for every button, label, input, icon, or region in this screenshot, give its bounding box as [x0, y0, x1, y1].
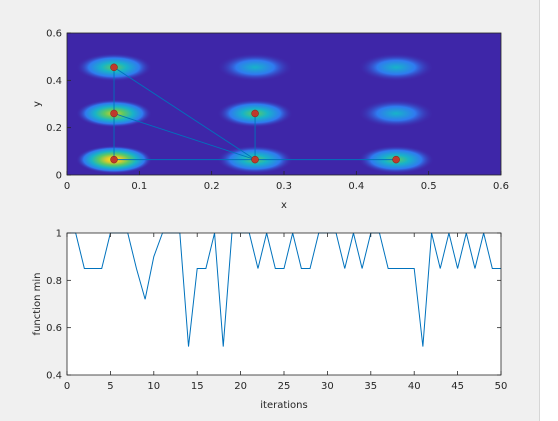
- line-x-tick-label: 45: [451, 381, 464, 392]
- line-x-tick-label: 5: [107, 381, 113, 392]
- line-x-tick-label: 15: [191, 381, 204, 392]
- heatmap-x-tick-label: 0.2: [204, 181, 220, 192]
- path-marker: [110, 63, 118, 72]
- heatmap-peak: [217, 53, 294, 82]
- line-x-ticks: 0 5 10 15 20 25 30 35 40 45 50: [64, 233, 508, 392]
- path-marker: [110, 155, 118, 164]
- path-marker: [110, 109, 118, 118]
- heatmap-x-label: x: [281, 200, 287, 211]
- line-y-ticks: 0.4 0.6 0.8 1: [46, 229, 501, 382]
- heatmap-y-tick-label: 0: [56, 171, 62, 182]
- path-marker: [392, 155, 400, 164]
- heatmap-x-tick-label: 0: [64, 181, 70, 192]
- line-y-tick-label: 1: [56, 229, 62, 240]
- heatmap-y-tick-label: 0.2: [46, 123, 62, 134]
- heatmap-y-tick-label: 0.6: [46, 29, 62, 40]
- line-x-tick-label: 0: [64, 381, 70, 392]
- line-x-tick-label: 35: [364, 381, 377, 392]
- heatmap-y-ticks: 0 0.2 0.4 0.6: [46, 29, 71, 182]
- heatmap-x-tick-label: 0.1: [131, 181, 147, 192]
- function-min-line: [67, 232, 501, 347]
- path-segment: [113, 66, 256, 160]
- line-y-tick-label: 0.8: [46, 276, 62, 287]
- path-segment: [113, 113, 256, 161]
- line-x-label: iterations: [260, 400, 307, 411]
- line-x-tick-label: 40: [408, 381, 421, 392]
- heatmap-x-tick-label: 0.6: [493, 181, 509, 192]
- heatmap-axes: 0 0.1 0.2 0.3 0.4 0.5 0.6 0 0.2 0.4 0.6 x y: [32, 29, 509, 212]
- line-x-tick-label: 25: [278, 381, 291, 392]
- heatmap-x-tick-label: 0.4: [348, 181, 364, 192]
- heatmap-y-tick-label: 0.4: [46, 76, 62, 87]
- line-x-tick-label: 50: [495, 381, 508, 392]
- marker-layer: [110, 63, 400, 164]
- line-x-tick-label: 30: [321, 381, 334, 392]
- path-marker: [251, 109, 259, 118]
- heatmap-peak: [358, 53, 435, 82]
- line-plot-background: [67, 233, 501, 375]
- path-marker: [251, 155, 259, 164]
- line-y-tick-label: 0.4: [46, 371, 62, 382]
- heatmap-peak: [358, 99, 435, 128]
- line-x-tick-label: 10: [147, 381, 160, 392]
- line-y-tick-label: 0.6: [46, 323, 62, 334]
- heatmap-x-tick-label: 0.3: [276, 181, 292, 192]
- heatmap-x-ticks: 0 0.1 0.2 0.3 0.4 0.5 0.6: [64, 171, 509, 192]
- heatmap-x-tick-label: 0.5: [421, 181, 437, 192]
- window-side-frame: [539, 0, 558, 421]
- line-y-label: function min: [32, 273, 43, 336]
- line-x-tick-label: 20: [234, 381, 247, 392]
- heatmap-y-label: y: [32, 101, 43, 107]
- line-axes: 0 5 10 15 20 25 30 35 40 45 50 0.4 0.6 0.8 1 iteratio…: [32, 229, 507, 412]
- path-layer: [113, 66, 397, 161]
